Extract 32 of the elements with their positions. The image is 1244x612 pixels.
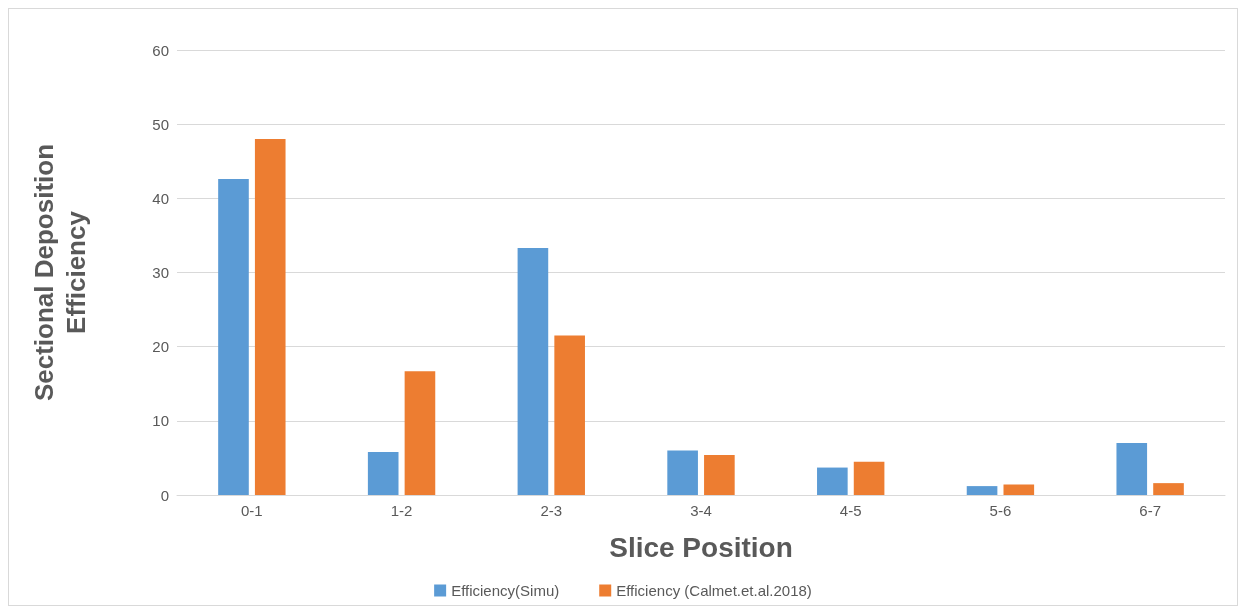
bar bbox=[218, 179, 249, 495]
bar bbox=[404, 371, 436, 495]
bar bbox=[367, 451, 399, 495]
x-tick-label: 0-1 bbox=[241, 502, 263, 519]
bar bbox=[554, 335, 585, 495]
y-tick-label: 40 bbox=[152, 189, 169, 207]
legend-label: Efficiency(Simu) bbox=[451, 582, 560, 599]
x-tick-label: 1-2 bbox=[390, 502, 413, 519]
bar bbox=[704, 454, 735, 495]
y-tick-label: 20 bbox=[152, 338, 169, 356]
bar bbox=[517, 248, 549, 495]
bar bbox=[966, 486, 998, 495]
bar bbox=[1116, 443, 1148, 495]
y-tick-label: 10 bbox=[152, 412, 169, 430]
x-tick-label: 4-5 bbox=[839, 502, 862, 519]
x-tick-label: 3-4 bbox=[690, 502, 712, 519]
bar bbox=[817, 467, 848, 495]
bar bbox=[1153, 483, 1184, 495]
x-tick-label: 5-6 bbox=[989, 502, 1012, 519]
bar bbox=[254, 139, 286, 495]
bar bbox=[1003, 484, 1035, 495]
x-axis-title: Slice Position bbox=[609, 531, 793, 563]
y-tick-label: 50 bbox=[152, 115, 169, 133]
legend-label: Efficiency (Calmet.et.al.2018) bbox=[616, 582, 812, 599]
x-tick-label: 6-7 bbox=[1139, 502, 1161, 519]
y-tick-label: 0 bbox=[160, 486, 169, 504]
bar bbox=[853, 461, 885, 495]
y-tick-label: 30 bbox=[152, 264, 169, 281]
bar bbox=[667, 450, 698, 495]
x-tick-label: 2-3 bbox=[540, 502, 563, 519]
y-tick-label: 60 bbox=[152, 41, 169, 59]
y-axis-title: Sectional Deposition Efficiency bbox=[29, 143, 91, 402]
